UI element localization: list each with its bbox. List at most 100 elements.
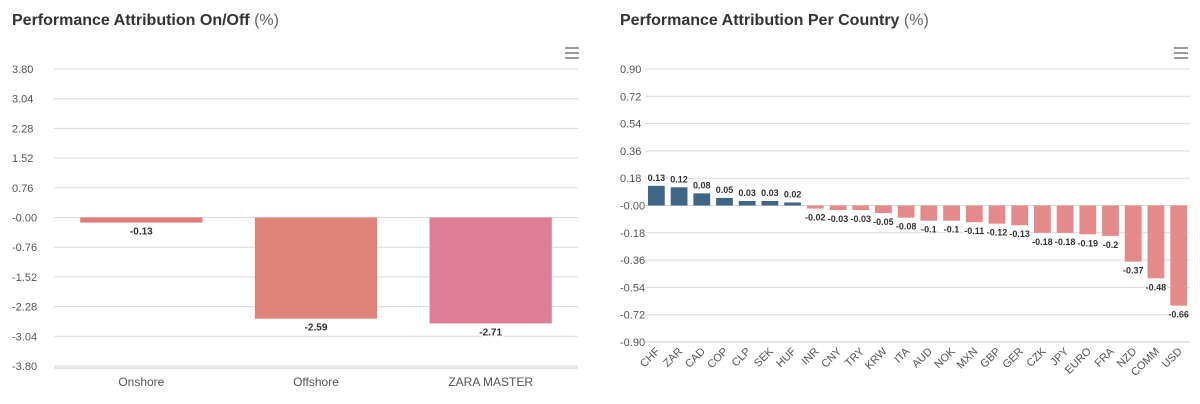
x-tick-label: ZARA MASTER bbox=[448, 375, 533, 389]
y-tick-label: -3.80 bbox=[12, 361, 37, 373]
bar-huf bbox=[784, 202, 802, 206]
bar-mxn bbox=[965, 205, 983, 223]
y-tick-label: 0.90 bbox=[620, 64, 641, 76]
x-tick-label: CHF bbox=[638, 345, 663, 370]
bar-zara-master bbox=[429, 217, 552, 324]
country-chart-panel: 0.90 0.72 0.54 0.36 0.18 -0.00 -0.18 -0.36 -0.54… bbox=[600, 0, 1200, 404]
y-tick-label: -0.00 bbox=[12, 213, 37, 225]
data-label: -0.05 bbox=[873, 217, 894, 227]
bar-comm bbox=[1147, 205, 1165, 279]
data-label: -2.59 bbox=[305, 323, 328, 334]
data-label: -0.37 bbox=[1123, 266, 1144, 276]
x-tick-label: HUF bbox=[774, 345, 799, 370]
data-label: -0.66 bbox=[1168, 310, 1189, 320]
data-label: 0.13 bbox=[648, 173, 666, 183]
bar-chf bbox=[647, 185, 665, 206]
data-label: 0.05 bbox=[716, 185, 734, 195]
bar-nok bbox=[943, 205, 960, 221]
y-tick-label: -0.18 bbox=[620, 228, 645, 240]
x-tick-label: KRW bbox=[863, 345, 890, 372]
bar-try bbox=[852, 205, 870, 211]
x-tick-label: MXN bbox=[955, 346, 981, 372]
bar-cop bbox=[716, 197, 733, 206]
country-chart-title: Performance Attribution Per Country (%) bbox=[620, 12, 929, 30]
data-label: -0.18 bbox=[1055, 237, 1076, 247]
onoff-chart-panel: 3.80 3.04 2.28 1.52 0.76 -0.00 -0.76 -1.52 -2.28… bbox=[12, 12, 579, 389]
y-tick-label: -1.52 bbox=[12, 272, 37, 284]
x-tick-label: CNY bbox=[819, 345, 844, 370]
data-label: 0.03 bbox=[761, 188, 779, 198]
x-tick-label: CZK bbox=[1024, 345, 1049, 370]
data-label: -0.2 bbox=[1103, 240, 1119, 250]
bar-clp bbox=[738, 200, 756, 206]
data-label: 0.12 bbox=[670, 174, 688, 184]
country-chart: 0.90 0.72 0.54 0.36 0.18 -0.00 -0.18 -0.36 -0.54… bbox=[620, 64, 1190, 379]
y-tick-label: -3.04 bbox=[12, 331, 37, 343]
y-tick-label: 0.36 bbox=[620, 146, 641, 158]
country-chart-title-text: Performance Attribution Per Country bbox=[620, 12, 900, 29]
data-label: 0.03 bbox=[738, 188, 756, 198]
x-tick-label: INR bbox=[800, 346, 822, 368]
data-label: -0.1 bbox=[944, 225, 960, 235]
bar-sek bbox=[761, 200, 779, 206]
x-tick-label: ZAR bbox=[661, 346, 685, 370]
x-tick-label: Offshore bbox=[293, 375, 339, 389]
data-label: 0.02 bbox=[784, 189, 802, 199]
bar-inr bbox=[806, 205, 824, 209]
bar-gbp bbox=[988, 205, 1006, 224]
data-label: -0.11 bbox=[964, 226, 984, 236]
bar-jpy bbox=[1056, 205, 1074, 233]
bar-zar bbox=[670, 187, 688, 206]
onoff-chart-title: Performance Attribution On/Off (%) bbox=[12, 12, 279, 30]
bar-cad bbox=[693, 193, 711, 206]
onoff-chart-title-text: Performance Attribution On/Off bbox=[12, 12, 250, 29]
y-tick-label: -2.28 bbox=[12, 302, 37, 314]
data-label: -0.18 bbox=[1032, 237, 1053, 247]
data-label: 0.08 bbox=[693, 180, 711, 190]
y-tick-label: -0.72 bbox=[620, 310, 645, 322]
y-tick-label: -0.00 bbox=[620, 201, 645, 213]
x-tick-label: FRA bbox=[1093, 345, 1118, 370]
bar-ita bbox=[897, 205, 915, 218]
country-chart-title-unit: (%) bbox=[903, 12, 929, 29]
x-tick-label: CLP bbox=[730, 346, 754, 370]
data-label: -0.08 bbox=[896, 222, 917, 232]
x-tick-label: COP bbox=[705, 346, 730, 371]
x-tick-label: USD bbox=[1160, 346, 1185, 371]
y-tick-label: -0.90 bbox=[620, 337, 645, 349]
x-tick-label: TRY bbox=[843, 345, 867, 369]
y-tick-label: -0.54 bbox=[620, 282, 645, 294]
bar-cny bbox=[829, 205, 847, 211]
chart-menu-icon[interactable] bbox=[565, 47, 579, 59]
x-tick-label: NOK bbox=[932, 345, 958, 371]
y-tick-label: 3.04 bbox=[12, 94, 33, 106]
data-label: -2.71 bbox=[479, 327, 502, 338]
onoff-chart-title-unit: (%) bbox=[254, 12, 279, 29]
y-tick-label: 0.76 bbox=[12, 183, 33, 195]
data-label: -0.1 bbox=[921, 225, 937, 235]
y-tick-label: -0.76 bbox=[12, 242, 37, 254]
data-label: -0.03 bbox=[828, 214, 849, 224]
y-tick-label: 1.52 bbox=[12, 153, 33, 165]
data-label: -0.03 bbox=[850, 214, 871, 224]
x-tick-label: Onshore bbox=[118, 375, 164, 389]
bar-aud bbox=[920, 205, 938, 221]
bar-nzd bbox=[1124, 205, 1142, 262]
y-tick-label: 2.28 bbox=[12, 123, 33, 135]
data-label: -0.12 bbox=[987, 228, 1008, 238]
data-label: -0.02 bbox=[805, 213, 826, 223]
x-tick-label: CAD bbox=[683, 346, 708, 371]
bar-onshore bbox=[80, 217, 203, 223]
x-tick-label: SEK bbox=[752, 345, 777, 370]
x-tick-label: GER bbox=[1000, 346, 1025, 371]
data-label: -0.19 bbox=[1078, 238, 1099, 248]
chart-menu-icon[interactable] bbox=[1174, 47, 1188, 59]
y-tick-label: 0.54 bbox=[620, 119, 641, 131]
x-tick-label: AUD bbox=[910, 346, 935, 371]
bar-euro bbox=[1079, 205, 1097, 235]
x-tick-label: EURO bbox=[1063, 345, 1094, 376]
bar-czk bbox=[1033, 205, 1051, 233]
bar-fra bbox=[1102, 205, 1119, 236]
bar-offshore bbox=[254, 217, 378, 319]
y-tick-label: -0.36 bbox=[620, 255, 645, 267]
